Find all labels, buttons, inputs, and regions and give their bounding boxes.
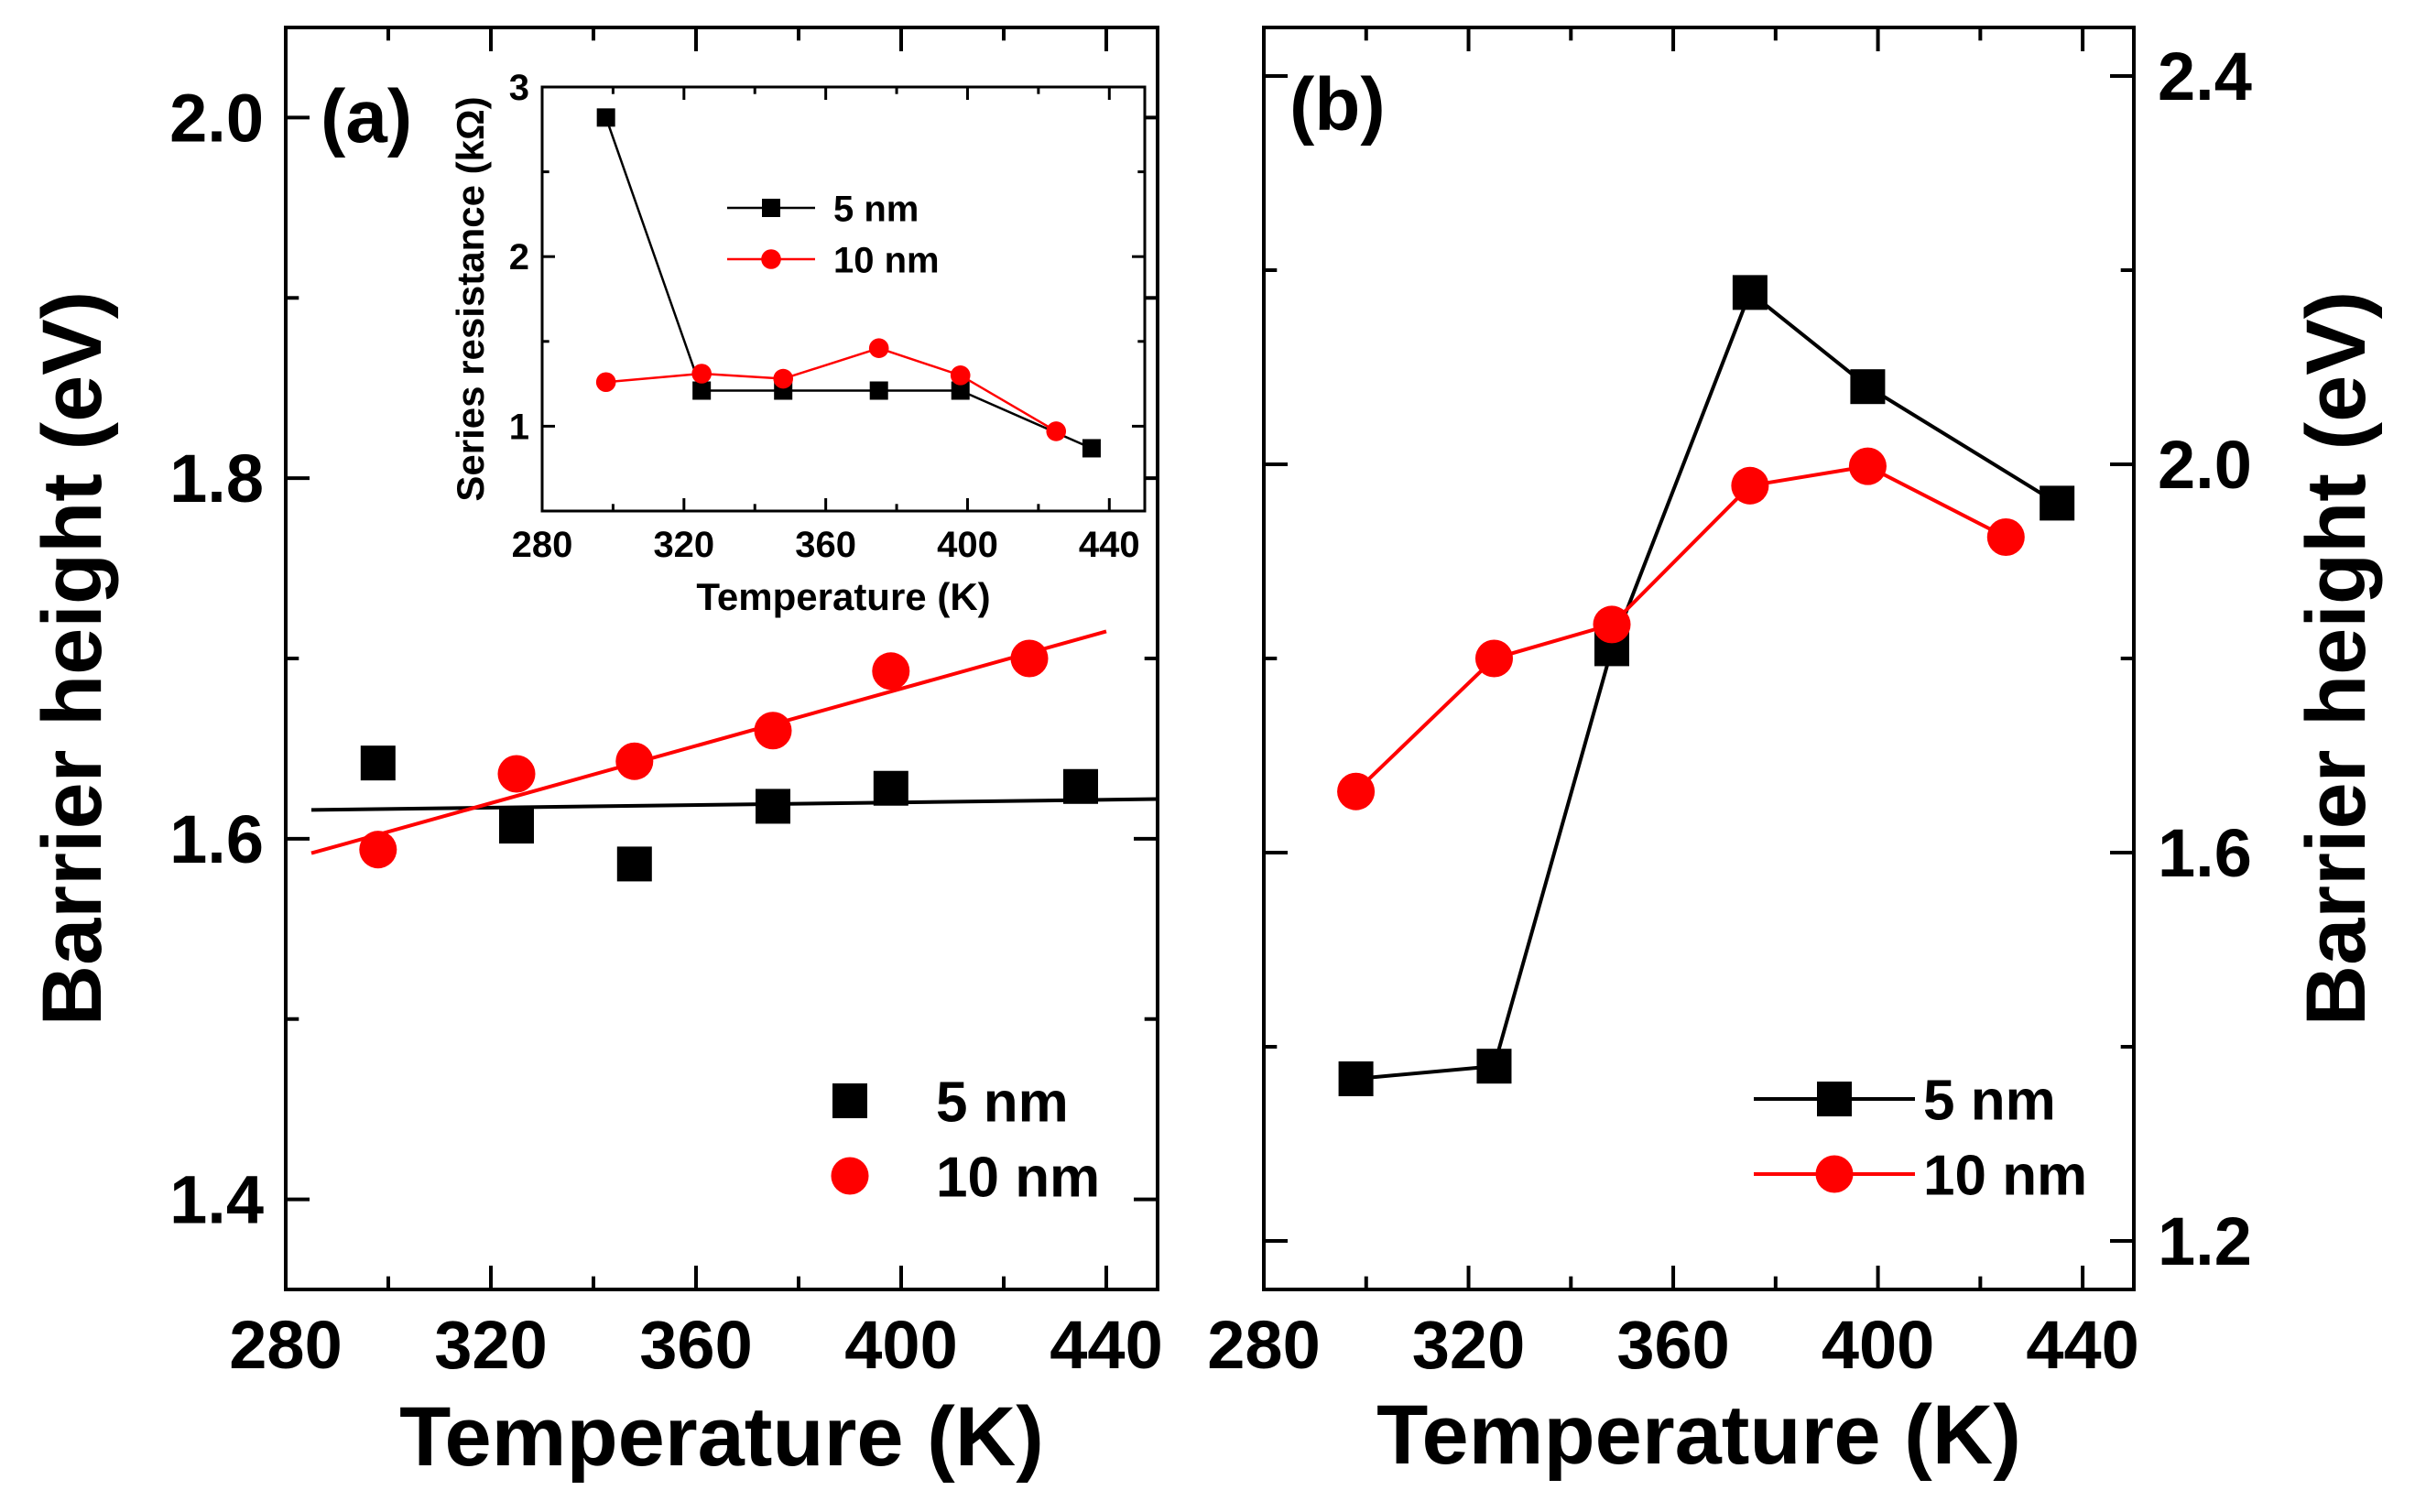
data-point-10-nm [615,742,654,780]
legend-marker-5-nm [762,199,780,217]
x-tick-label: 440 [1050,1307,1162,1383]
series-line-10-nm [605,346,1057,433]
panel-a-inset: 280 320 360 400 440 1 2 3 Temperature (K) Series … [449,68,1147,618]
x-tick-label: 280 [512,525,573,565]
x-tick-label: 320 [434,1307,547,1383]
legend-marker-5-nm [1817,1082,1852,1116]
data-point-5-nm [360,745,396,781]
x-tick-label: 400 [937,525,998,565]
data-point-10-nm [1337,772,1376,810]
x-tick-label: 440 [2026,1307,2138,1383]
data-point-5-nm [1338,1061,1374,1096]
data-point-5-nm [1476,1049,1512,1084]
x-tick-label: 280 [229,1307,342,1383]
x-tick-label: 360 [639,1307,752,1383]
y-tick-label: 1.2 [2158,1203,2252,1279]
x-axis-title: Temperature (K) [696,575,990,618]
data-point-5-nm [873,770,908,806]
x-tick-label: 360 [795,525,856,565]
inset-background [542,87,1145,511]
legend-marker-10-nm [761,249,781,269]
data-point-5-nm [1732,275,1768,310]
legend-label-10-nm: 10 nm [936,1146,1100,1209]
y-tick-label: 3 [509,68,529,108]
y-tick-label: 1.4 [169,1161,264,1237]
series-line-5-nm [1355,289,2059,1081]
data-point-5-nm [1082,439,1101,458]
legend-label-5-nm: 5 nm [833,189,919,229]
y-tick-label: 2.4 [2158,38,2252,114]
data-point-5-nm [1063,768,1098,804]
x-tick-label: 440 [1079,525,1140,565]
legend-label-5-nm: 5 nm [936,1071,1069,1134]
data-point-5-nm [616,846,652,882]
y-axis-title: Series resistance (kΩ) [449,96,492,501]
series-line-5-nm [604,116,1093,450]
data-point-10-nm [1474,639,1513,678]
data-point-5-nm [596,108,615,127]
data-point-10-nm [1848,447,1887,485]
data-point-10-nm [691,364,712,384]
data-point-10-nm [595,372,616,393]
x-tick-label: 320 [653,525,714,565]
legend-marker-10-nm [831,1157,869,1195]
data-point-5-nm [756,789,790,824]
fit-line-5-nm [310,797,1159,812]
y-tick-label: 1 [509,407,529,447]
legend-label-5-nm: 5 nm [1923,1069,2056,1132]
panel-label: (a) [321,75,412,158]
x-tick-label: 320 [1412,1307,1525,1383]
y-tick-label: 1.6 [169,801,264,877]
panel-b: 280 320 360 400 440 1.2 1.6 2.0 2.4 Temperature (… [1207,26,2383,1482]
data-point-5-nm [692,381,712,400]
legend-label-10-nm: 10 nm [1923,1144,2087,1207]
data-point-10-nm [1986,517,2025,557]
y-tick-label: 2.0 [2158,427,2252,503]
data-point-10-nm [773,368,793,389]
plot-frame [540,85,1147,513]
y-axis-title: Barrier height (eV) [26,291,119,1027]
data-point-5-nm [869,381,888,400]
x-axis-title: Temperature (K) [399,1390,1044,1484]
y-tick-label: 1.8 [169,441,264,517]
data-point-5-nm [499,809,534,844]
data-point-10-nm [1593,605,1631,644]
data-point-5-nm [2040,485,2075,521]
data-point-10-nm [497,755,536,793]
data-point-10-nm [950,365,971,386]
legend-label-10-nm: 10 nm [833,240,940,280]
data-point-10-nm [1046,421,1067,441]
series-line-10-nm [1354,464,2007,793]
x-tick-label: 360 [1616,1307,1729,1383]
data-point-10-nm [754,712,792,750]
data-point-10-nm [868,338,889,359]
legend-marker-5-nm [832,1083,867,1118]
data-point-5-nm [1850,369,1886,405]
x-axis-title: Temperature (K) [1376,1388,2021,1482]
data-point-10-nm [359,831,397,869]
fit-line-10-nm [310,629,1107,855]
data-point-10-nm [1731,466,1769,505]
y-tick-label: 2.0 [169,80,264,156]
data-point-10-nm [872,652,910,691]
x-tick-label: 400 [844,1307,957,1383]
panel-label: (b) [1289,63,1386,147]
y-axis-title: Barrier height (eV) [2290,291,2383,1027]
y-tick-label: 1.6 [2158,815,2252,891]
x-tick-label: 400 [1822,1307,1934,1383]
legend-marker-10-nm [1815,1155,1854,1193]
x-tick-label: 280 [1207,1307,1320,1383]
data-point-5-nm [951,381,970,400]
y-tick-label: 2 [509,237,529,277]
data-point-10-nm [1010,639,1049,678]
panel-a: 280 320 360 400 440 1.4 1.6 1.8 2.0 Temperature (… [26,26,1163,1484]
